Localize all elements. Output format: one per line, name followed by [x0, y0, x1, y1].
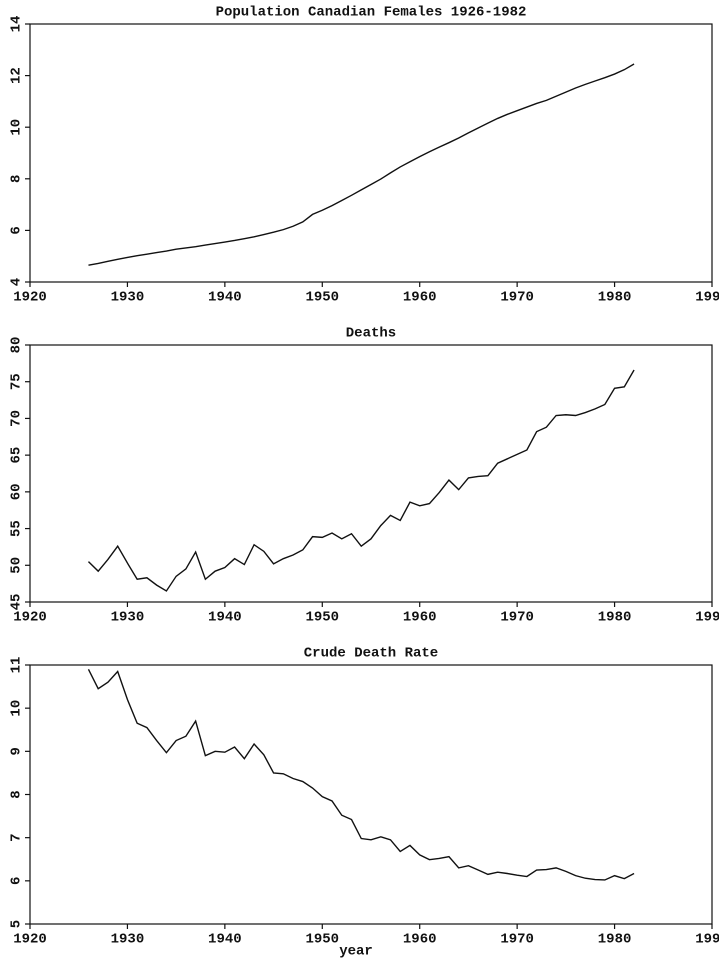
- x-tick-label: 1970: [500, 932, 534, 948]
- y-tick-label: 12: [9, 67, 25, 84]
- x-tick-label: 1920: [13, 610, 47, 626]
- plot-frame: [29, 664, 713, 925]
- y-tick-label: 80: [9, 337, 25, 354]
- y-tick-label: 5: [9, 920, 25, 928]
- y-tick-label: 14: [9, 16, 25, 33]
- data-line: [87, 669, 635, 881]
- data-line: [88, 63, 635, 266]
- y-tick-label: 10: [9, 119, 25, 136]
- plot-frame: [29, 344, 713, 603]
- chart-title: Deaths: [346, 326, 396, 342]
- y-tick-label: 9: [9, 747, 25, 755]
- y-tick-label: 8: [9, 790, 25, 798]
- x-tick-label: 1980: [598, 932, 632, 948]
- x-tick-label: 1940: [208, 610, 242, 626]
- y-tick-label: 11: [9, 657, 25, 674]
- x-axis-label: year: [339, 944, 373, 958]
- plot-frame: [29, 23, 713, 283]
- y-tick-label: 55: [9, 520, 25, 537]
- x-tick-label: 1940: [208, 932, 242, 948]
- y-tick-label: 8: [9, 175, 25, 183]
- x-tick-label: 1990: [695, 610, 719, 626]
- x-tick-label: 1990: [695, 290, 719, 306]
- x-tick-label: 1960: [403, 290, 437, 306]
- x-tick-label: 1970: [500, 610, 534, 626]
- x-tick-label: 1980: [598, 290, 632, 306]
- y-tick-label: 4: [9, 278, 25, 286]
- x-tick-label: 1940: [208, 290, 242, 306]
- chart-title: Crude Death Rate: [304, 646, 438, 662]
- y-tick-label: 75: [9, 373, 25, 390]
- x-tick-label: 1960: [403, 610, 437, 626]
- x-tick-label: 1980: [598, 610, 632, 626]
- x-tick-label: 1930: [111, 290, 145, 306]
- y-tick-label: 60: [9, 483, 25, 500]
- x-tick-label: 1950: [305, 932, 339, 948]
- chart-title: Population Canadian Females 1926-1982: [216, 5, 527, 21]
- x-tick-label: 1920: [13, 932, 47, 948]
- y-tick-label: 10: [9, 700, 25, 717]
- x-tick-label: 1990: [695, 932, 719, 948]
- data-line: [87, 369, 635, 592]
- y-tick-label: 45: [9, 594, 25, 611]
- y-tick-label: 6: [9, 226, 25, 234]
- x-tick-label: 1930: [111, 610, 145, 626]
- x-tick-label: 1950: [305, 610, 339, 626]
- x-tick-label: 1970: [500, 290, 534, 306]
- x-tick-label: 1920: [13, 290, 47, 306]
- y-tick-label: 70: [9, 410, 25, 427]
- y-tick-label: 7: [9, 833, 25, 841]
- y-tick-label: 6: [9, 877, 25, 885]
- x-tick-label: 1960: [403, 932, 437, 948]
- x-tick-label: 1930: [111, 932, 145, 948]
- x-tick-label: 1950: [305, 290, 339, 306]
- y-tick-label: 50: [9, 557, 25, 574]
- y-tick-label: 65: [9, 447, 25, 464]
